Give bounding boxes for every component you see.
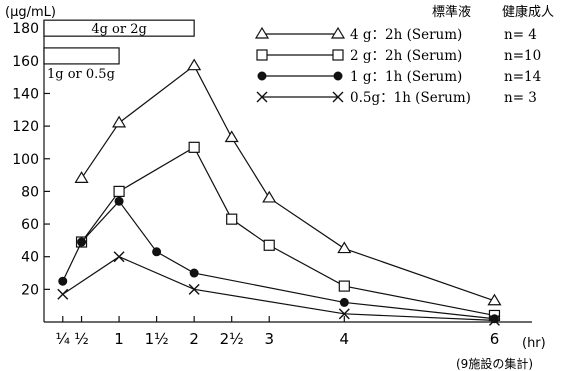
x-tick-label: 1 bbox=[114, 330, 124, 348]
y-tick-label: 80 bbox=[21, 184, 39, 200]
y-tick-label: 100 bbox=[12, 152, 39, 168]
legend-marker bbox=[257, 71, 267, 81]
x-tick-label: ¼ bbox=[55, 330, 70, 348]
y-tick-label: 40 bbox=[21, 250, 39, 266]
data-point bbox=[187, 58, 202, 71]
data-point bbox=[262, 190, 277, 203]
data-point bbox=[337, 241, 352, 254]
x-tick-label: 2 bbox=[189, 330, 199, 348]
series-cross bbox=[57, 251, 500, 326]
legend-marker bbox=[254, 26, 270, 39]
data-point bbox=[339, 297, 349, 307]
data-point bbox=[77, 237, 87, 247]
x-tick-label: ½ bbox=[74, 330, 89, 348]
y-tick-label: 120 bbox=[12, 119, 39, 135]
series-circle bbox=[58, 196, 499, 324]
infusion-bar-label: 4g or 2g bbox=[91, 22, 147, 37]
infusion-bar-label: 1g or 0.5g bbox=[47, 67, 115, 82]
infusion-bar bbox=[43, 19, 195, 37]
data-point bbox=[113, 185, 125, 198]
infusion-bar bbox=[43, 47, 120, 65]
legend-marker bbox=[332, 49, 344, 61]
x-tick-label: 2½ bbox=[220, 330, 244, 348]
data-point bbox=[57, 288, 69, 300]
data-point bbox=[224, 130, 239, 143]
data-point bbox=[338, 280, 350, 292]
legend-n: n=14 bbox=[504, 69, 541, 85]
x-tick-label: 6 bbox=[490, 330, 500, 348]
axes: 20 40 60 80 100 120 140 160 180 ¼ ½ 1 1½ 2 2½ 3 4 6 bbox=[12, 20, 532, 348]
data-point bbox=[188, 141, 200, 153]
data-point bbox=[58, 276, 68, 286]
data-point bbox=[263, 239, 275, 251]
legend: 標準液 健康成人 4 g：2h (Serum) n= 4 2 g：2h (Serum) n… bbox=[254, 4, 554, 106]
data-point bbox=[74, 171, 89, 183]
legend-marker bbox=[332, 91, 344, 103]
data-point bbox=[188, 283, 200, 295]
y-tick-label: 180 bbox=[12, 21, 39, 37]
legend-n: n= 4 bbox=[504, 27, 537, 43]
legend-label: 1 g：1h (Serum) bbox=[350, 69, 462, 85]
legend-header-subjects: 健康成人 bbox=[502, 4, 554, 20]
x-tick-label: 1½ bbox=[145, 330, 169, 348]
series-line bbox=[62, 256, 495, 321]
infusion-bars: 4g or 2g 1g or 0.5g bbox=[43, 19, 195, 82]
series-triangle bbox=[74, 58, 502, 306]
data-series bbox=[57, 58, 502, 326]
legend-header-standard: 標準液 bbox=[432, 4, 471, 20]
legend-label: 4 g：2h (Serum) bbox=[350, 27, 462, 43]
legend-label: 0.5g：1h (Serum) bbox=[350, 90, 471, 106]
data-point bbox=[487, 293, 502, 306]
y-tick-label: 60 bbox=[21, 217, 39, 233]
y-tick-label: 140 bbox=[12, 86, 39, 102]
x-tick-label: 4 bbox=[340, 330, 350, 348]
data-point bbox=[114, 196, 124, 206]
legend-marker bbox=[330, 26, 346, 39]
legend-label: 2 g：2h (Serum) bbox=[350, 48, 462, 64]
y-axis-label: (μg/mL) bbox=[5, 5, 56, 20]
y-tick-label: 160 bbox=[12, 54, 39, 70]
series-line bbox=[81, 146, 495, 317]
legend-n: n= 3 bbox=[504, 90, 537, 106]
data-point bbox=[112, 115, 127, 128]
x-tick-label: 3 bbox=[264, 330, 274, 348]
data-point bbox=[489, 314, 499, 324]
data-point bbox=[488, 314, 500, 326]
legend-marker bbox=[256, 49, 268, 61]
data-point bbox=[113, 251, 125, 263]
y-tick-label: 20 bbox=[21, 282, 39, 298]
footnote: (9施設の集計) bbox=[456, 356, 533, 371]
data-point bbox=[338, 308, 350, 320]
data-point bbox=[152, 247, 162, 257]
data-point bbox=[226, 213, 238, 225]
legend-marker bbox=[256, 91, 268, 103]
data-point bbox=[189, 268, 199, 278]
legend-marker bbox=[333, 71, 343, 81]
x-axis-label: (hr) bbox=[522, 336, 546, 351]
series-square bbox=[75, 141, 501, 322]
legend-n: n=10 bbox=[504, 48, 541, 64]
